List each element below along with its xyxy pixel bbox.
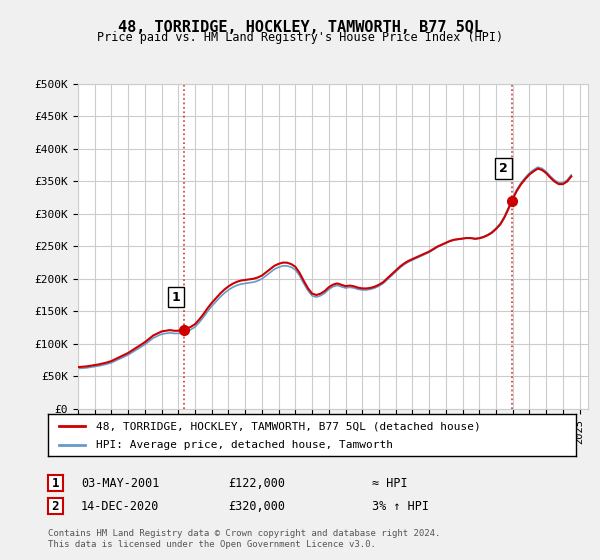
Text: HPI: Average price, detached house, Tamworth: HPI: Average price, detached house, Tamw… (95, 440, 392, 450)
Text: Price paid vs. HM Land Registry's House Price Index (HPI): Price paid vs. HM Land Registry's House … (97, 31, 503, 44)
Text: 3% ↑ HPI: 3% ↑ HPI (372, 500, 429, 513)
Text: £320,000: £320,000 (228, 500, 285, 513)
Text: £122,000: £122,000 (228, 477, 285, 490)
Text: 2: 2 (499, 162, 508, 175)
Text: 48, TORRIDGE, HOCKLEY, TAMWORTH, B77 5QL: 48, TORRIDGE, HOCKLEY, TAMWORTH, B77 5QL (118, 20, 482, 35)
Text: 2: 2 (52, 500, 59, 513)
Text: 1: 1 (52, 477, 59, 490)
Text: 14-DEC-2020: 14-DEC-2020 (81, 500, 160, 513)
Text: 1: 1 (172, 291, 180, 304)
Text: 48, TORRIDGE, HOCKLEY, TAMWORTH, B77 5QL (detached house): 48, TORRIDGE, HOCKLEY, TAMWORTH, B77 5QL… (95, 421, 480, 431)
Text: ≈ HPI: ≈ HPI (372, 477, 407, 490)
Text: Contains HM Land Registry data © Crown copyright and database right 2024.
This d: Contains HM Land Registry data © Crown c… (48, 529, 440, 549)
Text: 03-MAY-2001: 03-MAY-2001 (81, 477, 160, 490)
